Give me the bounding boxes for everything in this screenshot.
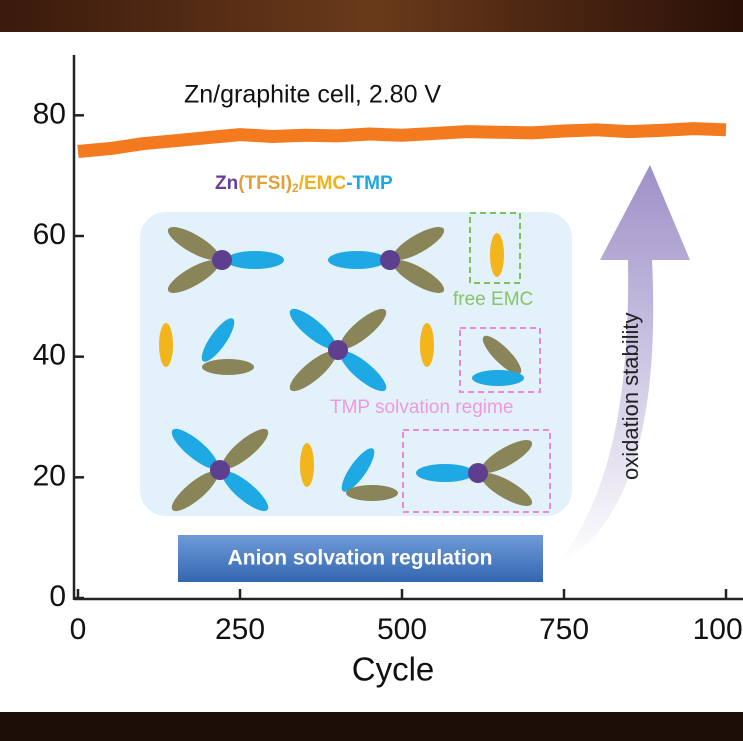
ligand bbox=[289, 351, 336, 392]
zn-ion bbox=[380, 250, 400, 270]
x-tick-label: 250 bbox=[215, 613, 265, 646]
ligand bbox=[222, 471, 269, 512]
annotation: TMP solvation regime bbox=[330, 397, 513, 418]
top-band bbox=[0, 0, 743, 32]
ligand bbox=[202, 359, 254, 375]
emc bbox=[300, 443, 314, 487]
y-tick-label: 60 bbox=[33, 218, 66, 251]
y-tick-label: 20 bbox=[33, 459, 66, 492]
ligand bbox=[201, 318, 235, 362]
ligand bbox=[416, 464, 474, 482]
legend-part: Zn bbox=[215, 173, 238, 194]
ligand bbox=[340, 351, 387, 392]
zn-ion bbox=[212, 250, 232, 270]
ligand bbox=[472, 370, 524, 386]
zn-ion bbox=[210, 460, 230, 480]
y-tick-label: 40 bbox=[33, 339, 66, 372]
zn-ion bbox=[468, 463, 488, 483]
annotation: free EMC bbox=[453, 289, 533, 310]
legend-part: (TFSI) bbox=[238, 173, 292, 194]
data-line bbox=[77, 122, 727, 159]
button-label: Anion solvation regulation bbox=[228, 547, 493, 570]
arrow bbox=[555, 165, 690, 566]
ligand bbox=[289, 308, 336, 349]
ligand bbox=[346, 485, 398, 501]
emc bbox=[420, 323, 434, 367]
ligand bbox=[226, 251, 284, 269]
legend-part: 2 bbox=[292, 181, 299, 195]
ligand bbox=[167, 260, 219, 293]
zn-ion bbox=[328, 340, 348, 360]
button bbox=[178, 535, 543, 582]
ligand bbox=[167, 227, 219, 260]
x-tick-label: 0 bbox=[70, 613, 87, 646]
ligand bbox=[222, 428, 269, 469]
ligand bbox=[340, 308, 387, 349]
ligand bbox=[393, 227, 445, 260]
x-tick-label: 500 bbox=[377, 613, 427, 646]
annotation: Zn/graphite cell, 2.80 V bbox=[184, 81, 441, 109]
box-tmp bbox=[402, 429, 551, 513]
box-tmp bbox=[459, 327, 541, 393]
annotation: oxidation stability bbox=[618, 312, 643, 480]
legend-label: Zn(TFSI)2/EMC-TMP bbox=[215, 173, 393, 195]
legend-part: /EMC bbox=[299, 173, 347, 194]
emc bbox=[490, 233, 504, 277]
emc bbox=[159, 323, 173, 367]
ligand bbox=[171, 471, 218, 512]
x-tick-label: 750 bbox=[539, 613, 589, 646]
ligand bbox=[482, 335, 522, 375]
ligand bbox=[481, 473, 533, 506]
molecules bbox=[159, 227, 533, 512]
bottom-band bbox=[0, 712, 743, 741]
ligand bbox=[341, 448, 375, 492]
ligand bbox=[328, 251, 386, 269]
y-tick-label: 80 bbox=[33, 97, 66, 130]
x-tick-label: 1000 bbox=[693, 613, 743, 646]
y-tick-label: 0 bbox=[49, 580, 66, 613]
ligand bbox=[393, 260, 445, 293]
legend-part: -TMP bbox=[346, 173, 393, 194]
box-free bbox=[469, 212, 521, 284]
ligand bbox=[171, 428, 218, 469]
x-axis-title: Cycle bbox=[352, 651, 435, 688]
ligand bbox=[481, 440, 533, 473]
